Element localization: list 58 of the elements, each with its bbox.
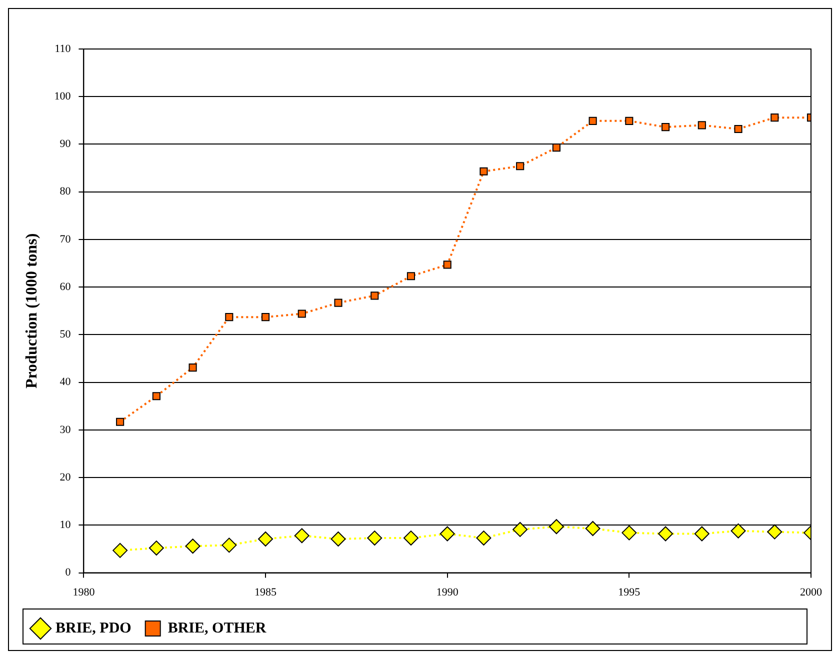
- point: [658, 526, 674, 542]
- point: [225, 313, 234, 322]
- point: [152, 392, 160, 400]
- point: [548, 519, 564, 534]
- point: [330, 531, 346, 546]
- point: [476, 530, 492, 546]
- point: [334, 298, 342, 307]
- point: [370, 292, 379, 300]
- point: [294, 528, 310, 544]
- point: [734, 124, 742, 134]
- y-tick-label: 80: [60, 186, 72, 198]
- y-tick-label: 60: [60, 280, 72, 293]
- point: [730, 523, 746, 538]
- point: [698, 121, 706, 130]
- x-tick-label: 1995: [618, 586, 641, 598]
- point: [112, 542, 128, 558]
- point: [261, 313, 270, 322]
- point: [406, 272, 416, 280]
- y-tick-label: 70: [60, 233, 72, 246]
- x-tick-label: 2000: [800, 586, 822, 598]
- y-tick-label: 50: [60, 328, 72, 341]
- point: [443, 260, 452, 269]
- point: [694, 526, 710, 542]
- x-tick-label: 1980: [72, 586, 96, 598]
- y-tick-label: 110: [54, 42, 72, 55]
- point: [552, 144, 560, 152]
- point: [403, 530, 418, 546]
- point: [662, 123, 670, 132]
- point: [512, 522, 528, 537]
- point: [298, 310, 306, 318]
- point: [188, 364, 197, 372]
- point: [440, 526, 455, 542]
- y-tick-label: 90: [60, 138, 72, 150]
- point: [116, 418, 124, 426]
- y-tick-label: 10: [60, 519, 72, 532]
- point: [185, 538, 200, 554]
- point: [588, 116, 597, 125]
- point: [258, 531, 274, 546]
- point: [625, 116, 634, 125]
- y-tick-label: 30: [60, 424, 72, 436]
- point: [770, 114, 779, 122]
- point: [767, 524, 782, 540]
- y-tick-label: 40: [60, 376, 72, 388]
- y-tick-label: 20: [60, 471, 72, 484]
- point: [516, 162, 524, 170]
- point: [148, 540, 164, 556]
- point: [585, 521, 600, 536]
- x-tick-label: 1985: [254, 586, 278, 598]
- point: [480, 167, 488, 176]
- legend-label: BRIE, PDO: [56, 620, 132, 636]
- point: [367, 530, 382, 546]
- y-tick-label: 100: [54, 90, 72, 103]
- point: [222, 538, 237, 553]
- legend-label: BRIE, OTHER: [168, 620, 266, 636]
- y-axis-title: Production (1000 tons): [24, 233, 41, 389]
- x-tick-label: 1990: [436, 586, 459, 598]
- y-tick-label: 0: [65, 566, 72, 579]
- point: [622, 525, 637, 540]
